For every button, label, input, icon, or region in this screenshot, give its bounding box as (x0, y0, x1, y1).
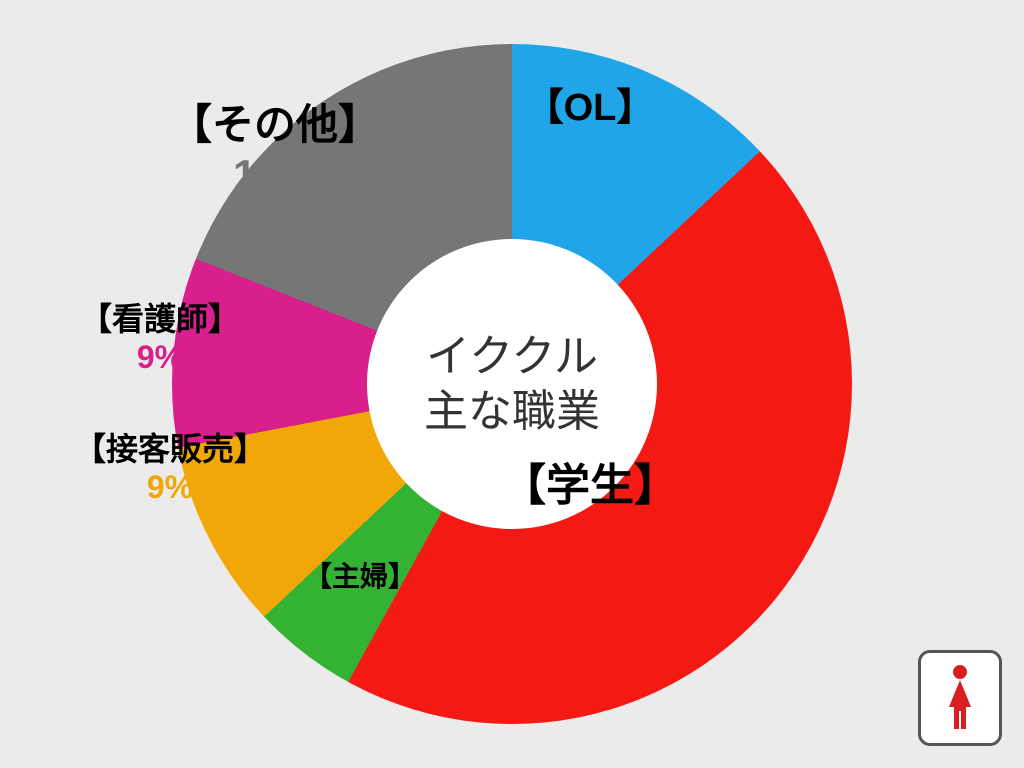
slice-value: 45% (502, 513, 678, 566)
donut-chart: イククル 主な職業 【OL】13%【学生】45%【主婦】5%【接客販売】9%【看… (172, 44, 852, 724)
slice-title: 【OL】 (526, 86, 655, 132)
center-line-2: 主な職業 (424, 387, 600, 436)
gender-badge (918, 650, 1002, 746)
slice-label: 【OL】13% (526, 86, 655, 177)
slice-value: 5% (304, 594, 416, 628)
slice-value: 9% (80, 338, 240, 376)
center-line-1: イククル (426, 332, 598, 381)
slice-value: 19% (170, 150, 380, 200)
slice-title: 【その他】 (170, 100, 380, 150)
slice-title: 【接客販売】 (74, 430, 266, 468)
slice-label: 【看護師】9% (80, 300, 240, 377)
slice-value: 13% (526, 132, 655, 178)
slice-value: 9% (74, 468, 266, 506)
chart-center-label: イククル 主な職業 (424, 329, 600, 439)
female-icon (939, 663, 981, 733)
slice-title: 【主婦】 (304, 560, 416, 594)
slice-title: 【看護師】 (80, 300, 240, 338)
slice-label: 【学生】45% (502, 460, 678, 566)
slice-label: 【接客販売】9% (74, 430, 266, 507)
slice-label: 【主婦】5% (304, 560, 416, 627)
slice-label: 【その他】19% (170, 100, 380, 201)
slice-title: 【学生】 (502, 460, 678, 513)
